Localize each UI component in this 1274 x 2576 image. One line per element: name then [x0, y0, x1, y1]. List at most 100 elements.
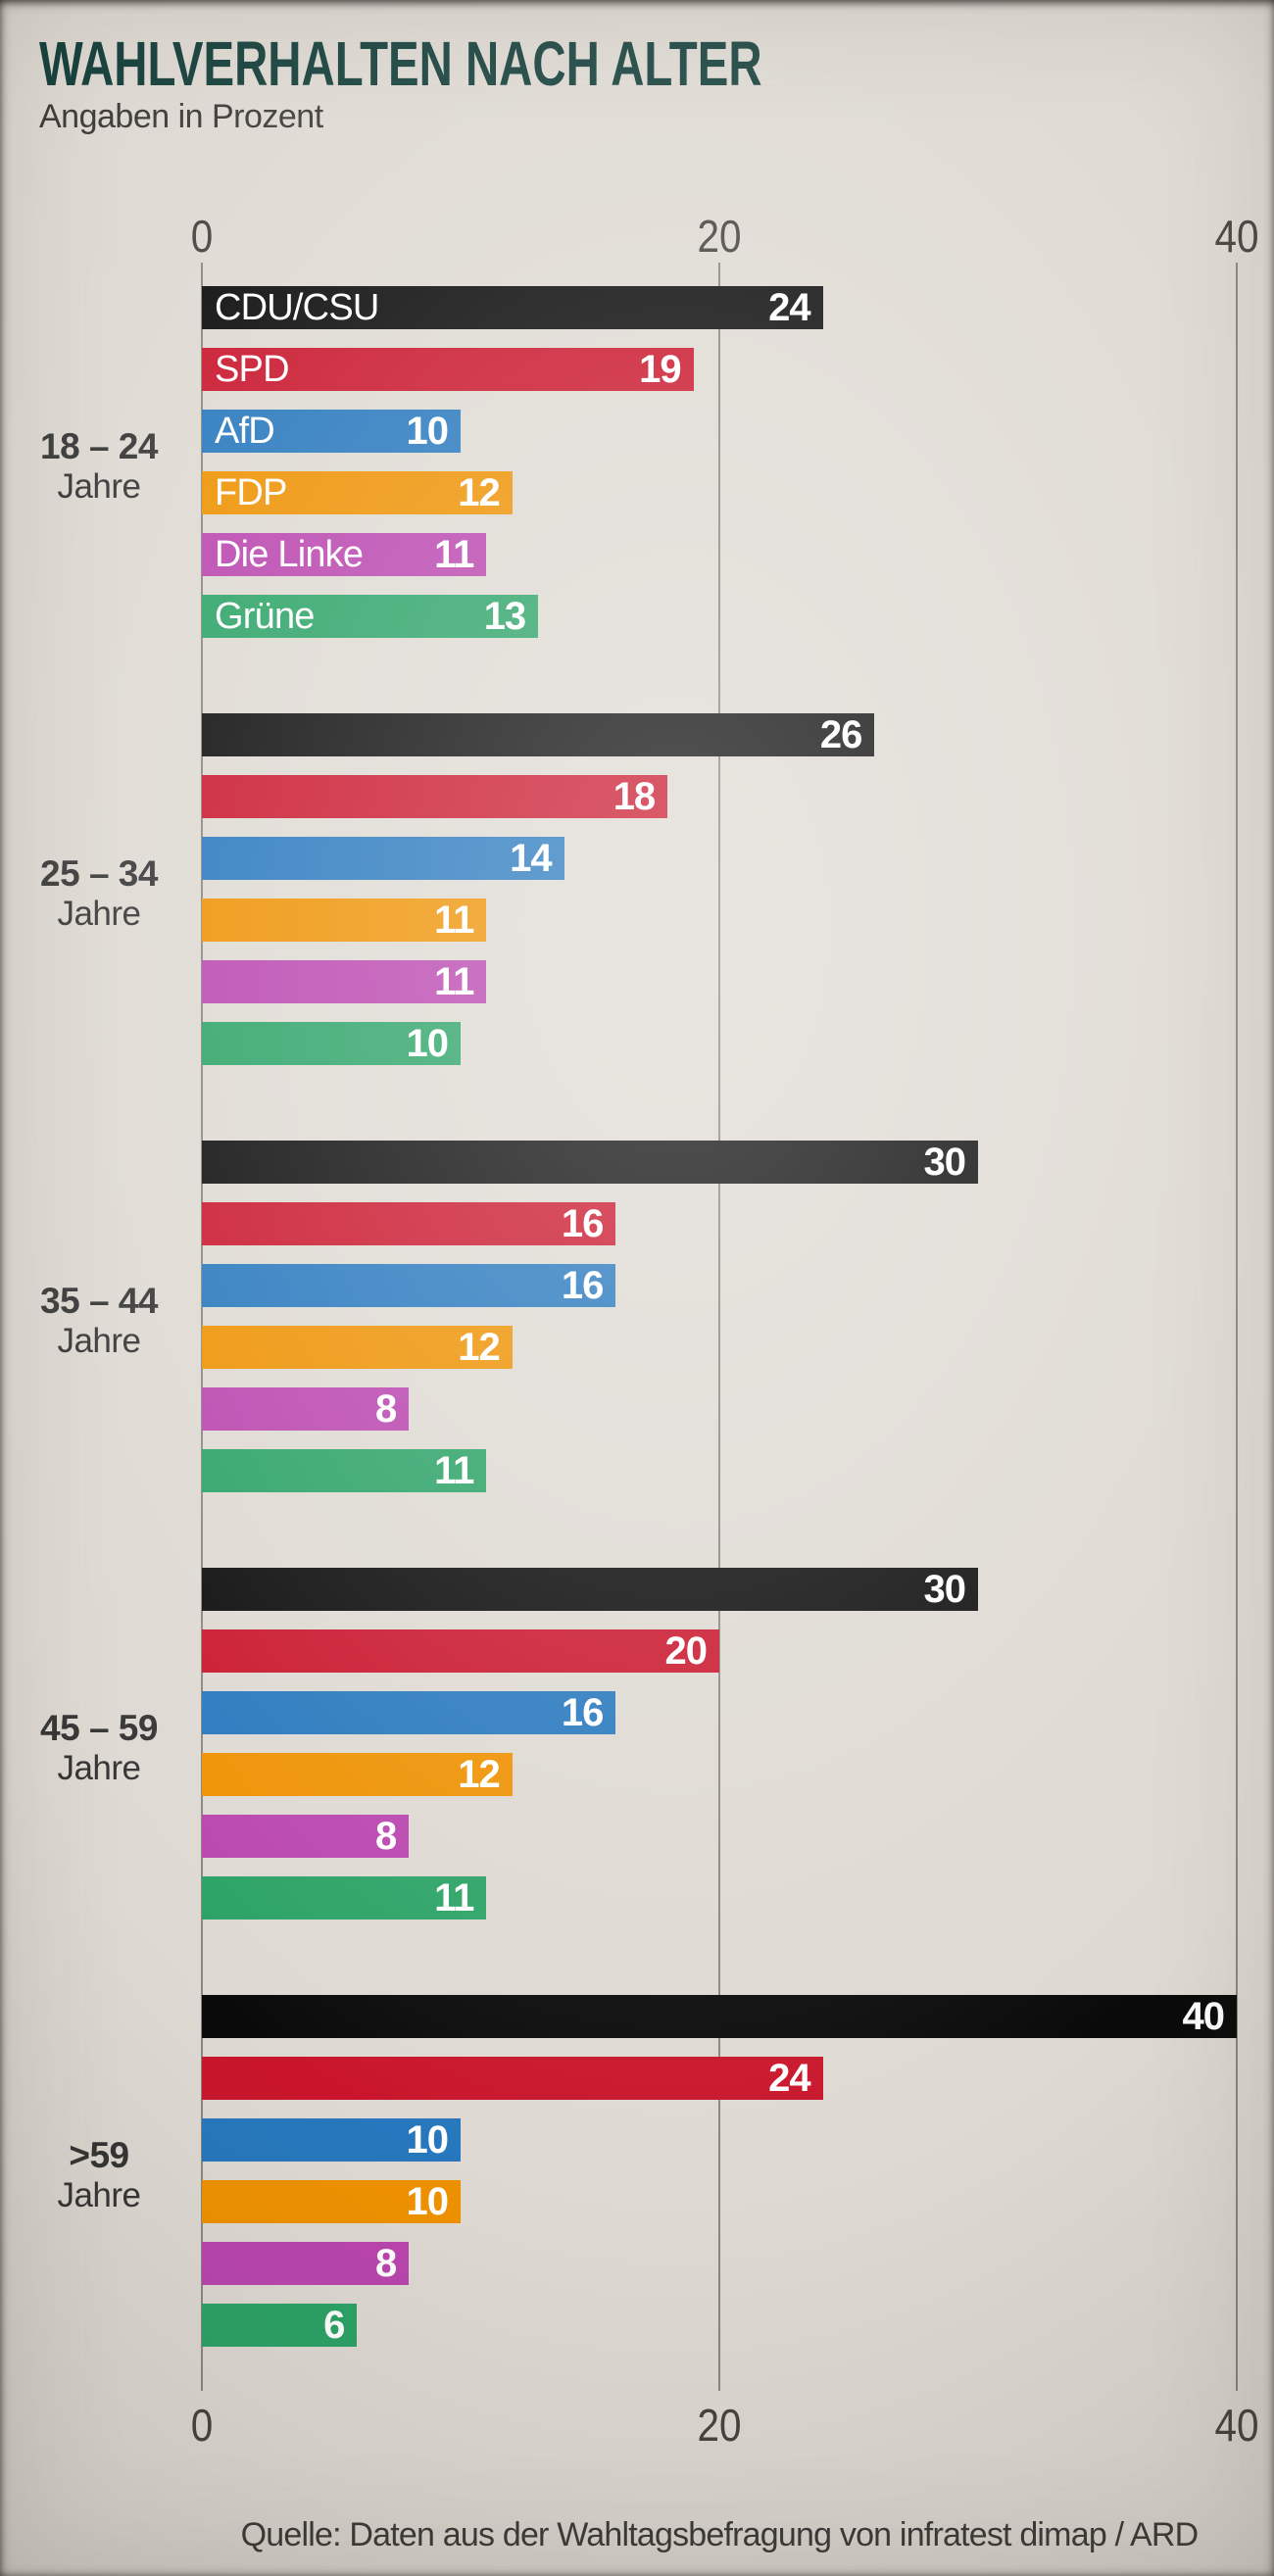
- bar-value: 18: [612, 775, 656, 818]
- bar-fdp: FDP 12: [202, 471, 513, 514]
- gridline-40: [1236, 263, 1238, 2391]
- bar-value: 30: [923, 1141, 966, 1184]
- axis-tick-label-bottom: 40: [1214, 2400, 1259, 2451]
- bar-value: 30: [923, 1568, 966, 1611]
- page-title-text: WAHLVERHALTEN NACH ALTER: [39, 28, 762, 99]
- bar-die-linke: 8: [202, 1387, 410, 1431]
- bar-afd: 10: [202, 2118, 461, 2162]
- bar-value: 14: [510, 837, 552, 880]
- bar-party-label: Grüne: [215, 596, 315, 637]
- bar-groups: CDU/CSU 24 SPD 19 AfD 10 FDP 12 Die Linke 11 Grüne…: [202, 286, 1237, 2422]
- bar-value: 10: [406, 2118, 449, 2162]
- bar-value: 26: [819, 713, 862, 756]
- age-group-label: 45 – 59 Jahre: [8, 1568, 190, 1920]
- gridline-20: [718, 263, 720, 2391]
- bar-value: 10: [406, 410, 449, 453]
- bar-value: 10: [406, 1022, 449, 1065]
- bar-fdp: 12: [202, 1326, 513, 1369]
- age-range-text: >59: [69, 2134, 129, 2175]
- bar-value: 8: [374, 1815, 397, 1858]
- bar-value: 10: [406, 2180, 449, 2223]
- age-unit-text: Jahre: [57, 894, 141, 933]
- bar-value: 40: [1182, 1995, 1225, 2038]
- age-range-text: 45 – 59: [40, 1707, 158, 1748]
- age-unit-text: Jahre: [57, 2175, 141, 2214]
- bar-fdp: 10: [202, 2180, 461, 2223]
- bar-die-linke: Die Linke 11: [202, 533, 487, 576]
- bar-value: 11: [434, 1876, 474, 1920]
- age-unit-text: Jahre: [57, 1321, 141, 1360]
- bar-die-linke: 8: [202, 1815, 410, 1858]
- bar-value: 19: [639, 348, 681, 391]
- page-subtitle: Angaben in Prozent: [39, 98, 323, 135]
- bar-value: 6: [323, 2304, 345, 2347]
- bar-spd: 18: [202, 775, 668, 818]
- bar-spd: SPD 19: [202, 348, 694, 391]
- bar-value: 11: [434, 1449, 474, 1492]
- bar-value: 11: [434, 960, 474, 1003]
- age-group-label: 18 – 24 Jahre: [8, 286, 190, 638]
- bar-cdu-csu: 30: [202, 1141, 978, 1184]
- bar-party-label: FDP: [215, 472, 287, 513]
- age-range-text: 35 – 44: [40, 1280, 158, 1321]
- bar-value: 16: [561, 1691, 604, 1734]
- age-group-row: 30 20 16 12 8 11: [202, 1568, 1237, 1920]
- age-group-row: 30 16 16 12 8 11: [202, 1141, 1237, 1492]
- bar-party-label: AfD: [215, 411, 275, 452]
- bar-value: 12: [458, 471, 500, 514]
- age-range-text: 18 – 24: [40, 425, 158, 466]
- bar-afd: 14: [202, 837, 564, 880]
- bar-gr-ne: 11: [202, 1449, 487, 1492]
- bar-cdu-csu: CDU/CSU 24: [202, 286, 823, 329]
- age-range-text: 25 – 34: [40, 852, 158, 894]
- bar-cdu-csu: 40: [202, 1995, 1237, 2038]
- bar-party-label: Die Linke: [215, 534, 364, 575]
- bar-afd: 16: [202, 1691, 616, 1734]
- bar-value: 16: [561, 1202, 604, 1245]
- bar-value: 12: [458, 1753, 500, 1796]
- bar-value: 24: [768, 2057, 810, 2100]
- age-unit-text: Jahre: [57, 466, 141, 506]
- age-unit-text: Jahre: [57, 1748, 141, 1787]
- bar-value: 8: [374, 1387, 397, 1431]
- bar-value: 8: [374, 2242, 397, 2285]
- bar-fdp: 12: [202, 1753, 513, 1796]
- bar-spd: 20: [202, 1629, 719, 1673]
- bar-party-label: CDU/CSU: [215, 287, 379, 328]
- age-group-label: 35 – 44 Jahre: [8, 1141, 190, 1492]
- bar-gr-ne: 10: [202, 1022, 461, 1065]
- bar-spd: 16: [202, 1202, 616, 1245]
- bar-die-linke: 8: [202, 2242, 410, 2285]
- bar-party-label: SPD: [215, 349, 290, 390]
- bar-cdu-csu: 30: [202, 1568, 978, 1611]
- bar-gr-ne: 6: [202, 2304, 358, 2347]
- bar-value: 11: [434, 899, 474, 942]
- bar-value: 24: [768, 286, 810, 329]
- bar-afd: AfD 10: [202, 410, 461, 453]
- source-note: Quelle: Daten aus der Wahltagsbefragung …: [240, 2516, 1200, 2553]
- bar-cdu-csu: 26: [202, 713, 875, 756]
- axis-tick-label-bottom: 0: [190, 2400, 214, 2451]
- bar-fdp: 11: [202, 899, 487, 942]
- axis-tick-label-top: 20: [697, 211, 742, 262]
- page-title: WAHLVERHALTEN NACH ALTER: [39, 27, 1016, 100]
- age-group-label: >59 Jahre: [8, 1995, 190, 2347]
- bar-gr-ne: 11: [202, 1876, 487, 1920]
- bar-die-linke: 11: [202, 960, 487, 1003]
- age-group-row: 26 18 14 11 11 10: [202, 713, 1237, 1065]
- age-group-row: CDU/CSU 24 SPD 19 AfD 10 FDP 12 Die Linke 11 Grüne…: [202, 286, 1237, 638]
- bar-spd: 24: [202, 2057, 823, 2100]
- bar-gr-ne: Grüne 13: [202, 595, 539, 638]
- bar-chart-area: 0 20 40 0 20 40 CDU/CSU 24 SPD 19 AfD 10 FDP 12 Die …: [191, 0, 1259, 2576]
- axis-tick-label-top: 0: [190, 211, 214, 262]
- axis-tick-label-top: 40: [1214, 211, 1259, 262]
- bar-value: 12: [458, 1326, 500, 1369]
- bar-value: 20: [664, 1629, 708, 1673]
- bar-value: 13: [483, 595, 526, 638]
- axis-tick-label-bottom: 20: [697, 2400, 742, 2451]
- age-group-label: 25 – 34 Jahre: [8, 713, 190, 1065]
- bar-afd: 16: [202, 1264, 616, 1307]
- bar-value: 16: [561, 1264, 604, 1307]
- age-group-row: 40 24 10 10 8 6: [202, 1995, 1237, 2347]
